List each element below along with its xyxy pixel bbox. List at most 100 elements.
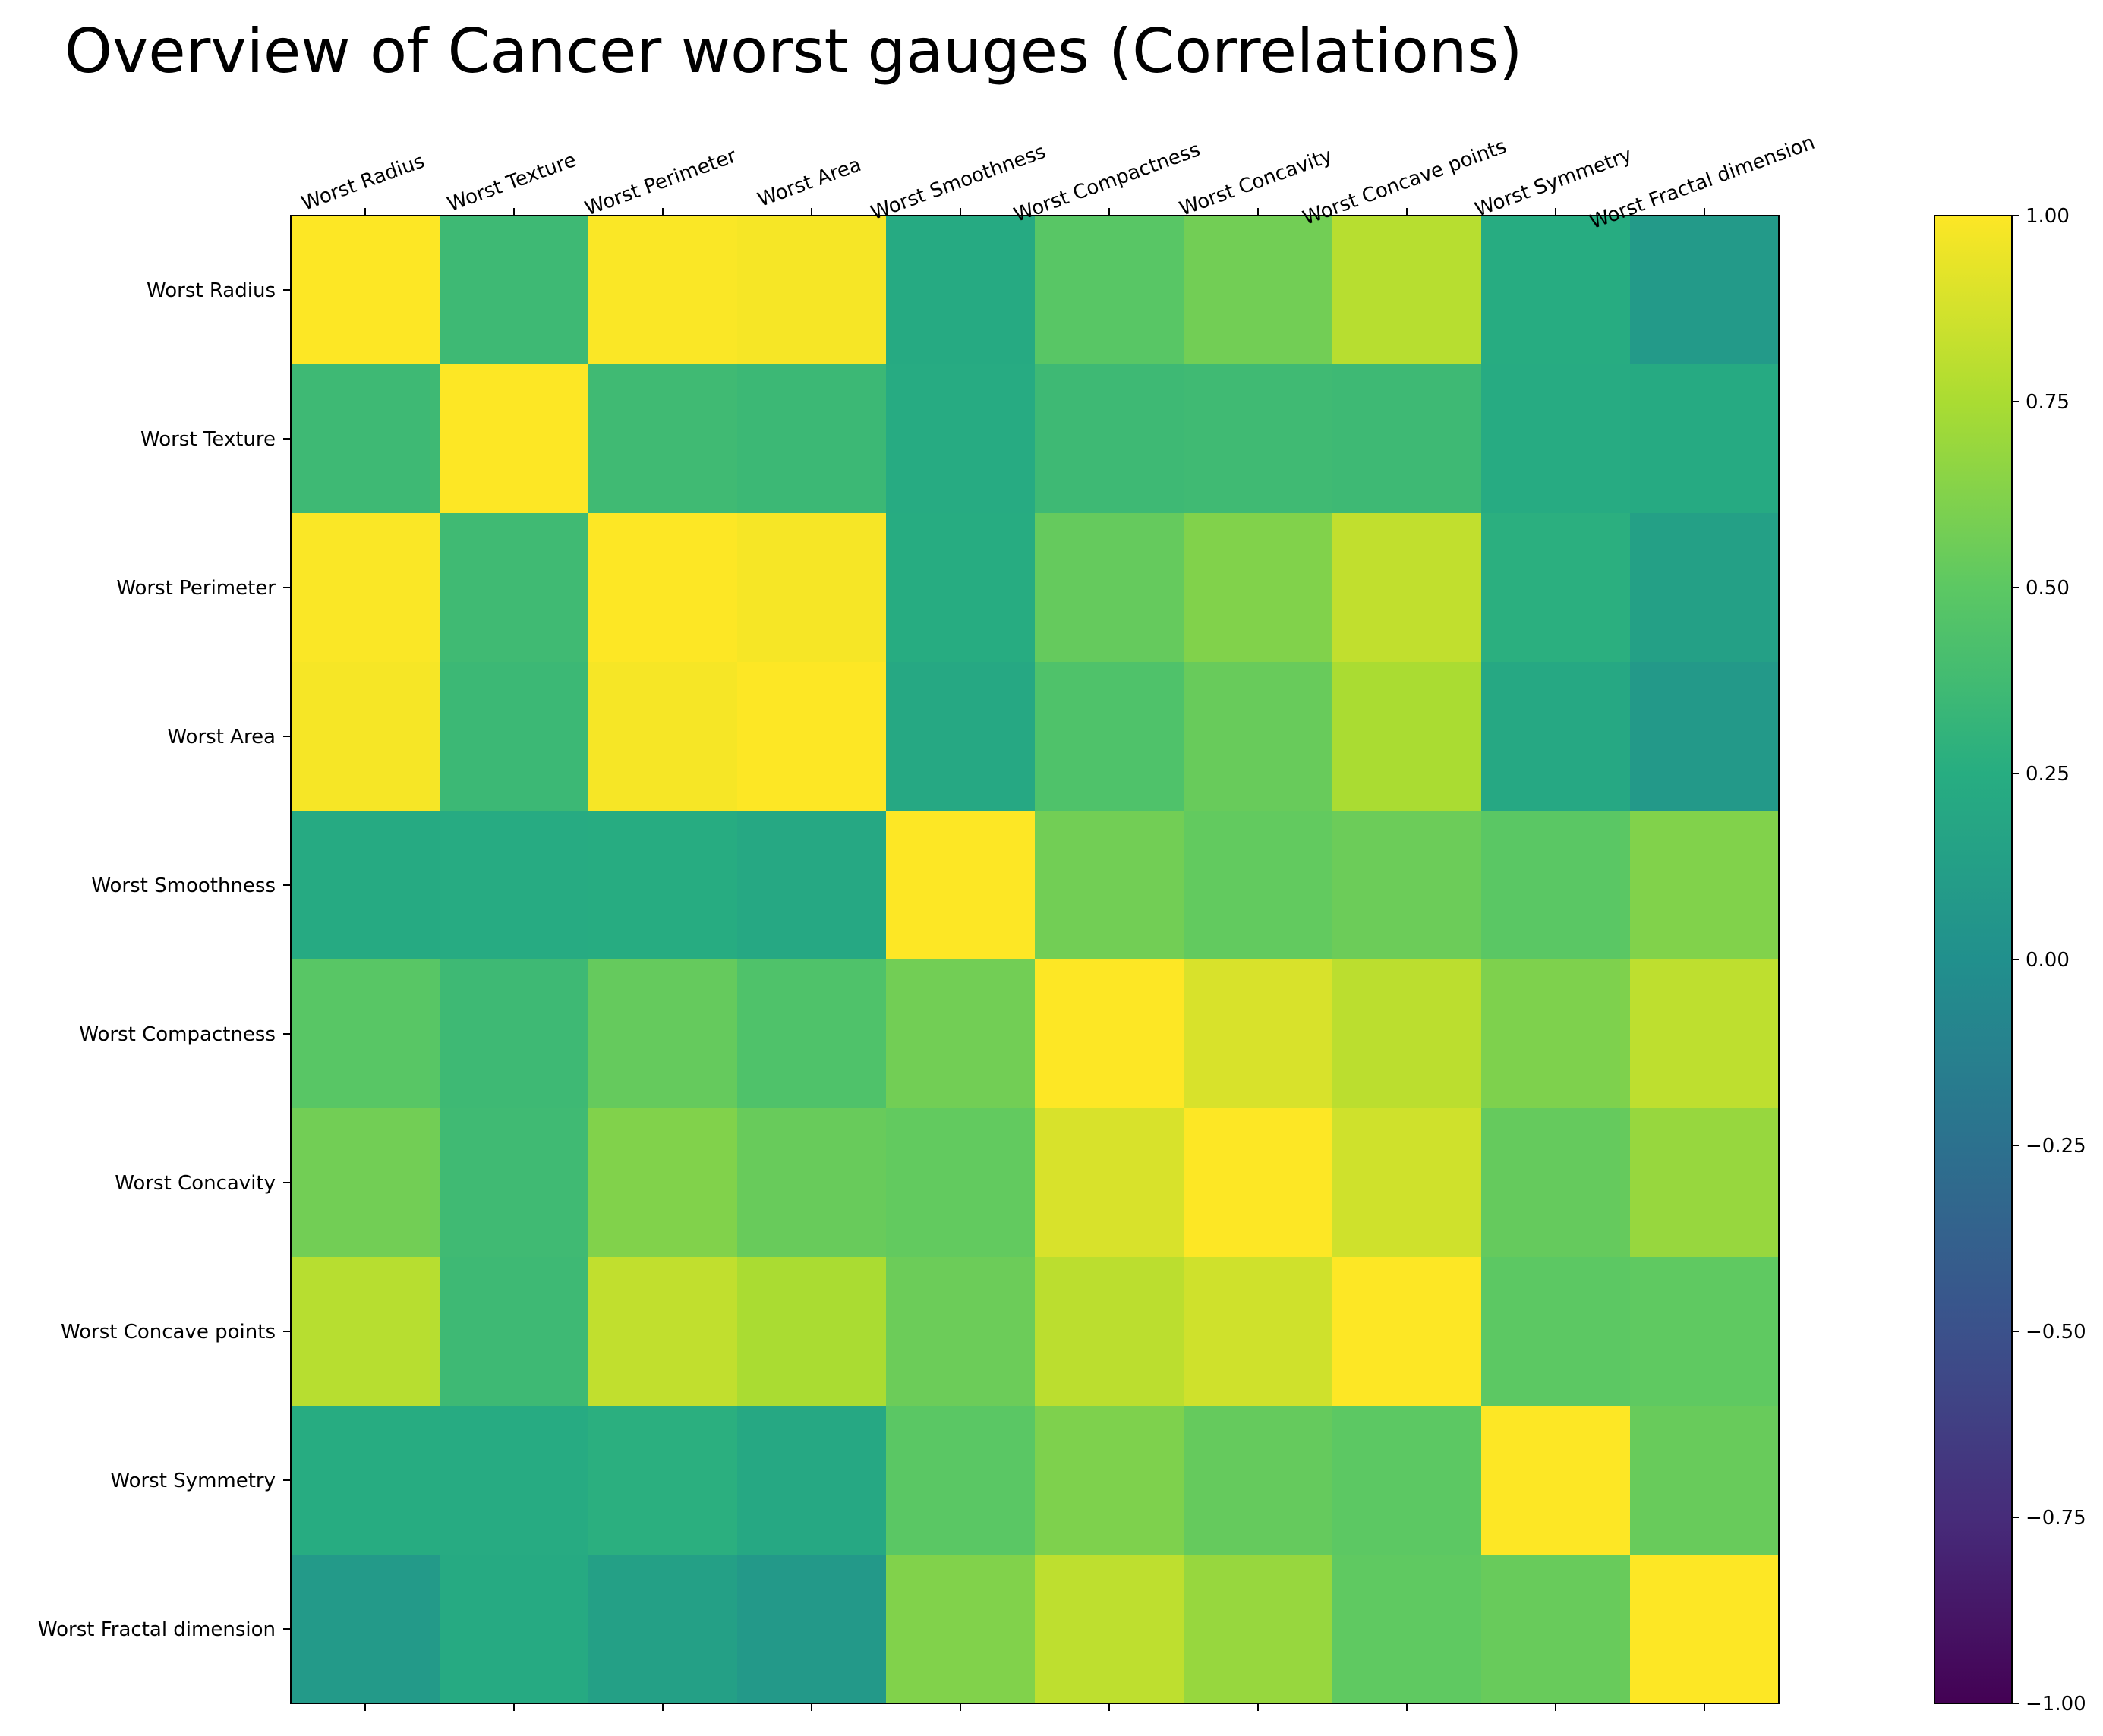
heatmap-cell xyxy=(291,364,440,514)
y-tick-label: Worst Radius xyxy=(147,279,276,302)
heatmap-cell xyxy=(588,1257,738,1407)
heatmap-cell xyxy=(440,1555,589,1704)
heatmap-cell xyxy=(1184,1108,1333,1258)
colorbar-tick-label: 0.50 xyxy=(2026,577,2070,600)
heatmap-cell xyxy=(886,1555,1036,1704)
heatmap-cell xyxy=(1184,1257,1333,1407)
heatmap-cell xyxy=(1035,662,1184,811)
heatmap-cell xyxy=(440,364,589,514)
heatmap-cell xyxy=(886,216,1036,365)
heatmap-cell xyxy=(1332,1108,1482,1258)
heatmap-cell xyxy=(1184,364,1333,514)
heatmap-cell xyxy=(1630,959,1780,1109)
heatmap-cell xyxy=(1481,662,1631,811)
heatmap-cell xyxy=(291,811,440,960)
heatmap-cell xyxy=(1630,1555,1780,1704)
heatmap-cell xyxy=(440,811,589,960)
colorbar-gradient xyxy=(1934,215,2013,1704)
colorbar-tick-label: 0.25 xyxy=(2026,763,2070,786)
heatmap-cell xyxy=(1332,513,1482,663)
plot-frame xyxy=(290,215,1780,1704)
x-tick-label: Worst Perimeter xyxy=(582,144,740,220)
heatmap-cell xyxy=(1184,959,1333,1109)
heatmap-cell xyxy=(1630,364,1780,514)
y-tick-label: Worst Compactness xyxy=(79,1023,276,1046)
heatmap-cell xyxy=(1035,216,1184,365)
heatmap-cell xyxy=(1035,1257,1184,1407)
heatmap-cell xyxy=(1481,1257,1631,1407)
heatmap-cell xyxy=(1630,1406,1780,1555)
heatmap-cell xyxy=(1332,811,1482,960)
heatmap-cell xyxy=(440,1257,589,1407)
heatmap-cell xyxy=(1630,811,1780,960)
heatmap-cell xyxy=(737,959,887,1109)
heatmap-cell xyxy=(291,1257,440,1407)
heatmap-cell xyxy=(1332,216,1482,365)
heatmap-cell xyxy=(1332,364,1482,514)
colorbar-tick-label: 0.00 xyxy=(2026,949,2070,972)
heatmap-cell xyxy=(291,662,440,811)
heatmap-cell xyxy=(1184,1406,1333,1555)
heatmap-cell xyxy=(886,662,1036,811)
heatmap-cell xyxy=(1481,1406,1631,1555)
heatmap-cell xyxy=(1630,662,1780,811)
heatmap-cell xyxy=(737,364,887,514)
heatmap-cell xyxy=(886,1406,1036,1555)
heatmap-cell xyxy=(1184,811,1333,960)
heatmap-cell xyxy=(1481,1555,1631,1704)
heatmap-cell xyxy=(588,513,738,663)
heatmap-cell xyxy=(291,1108,440,1258)
heatmap-cell xyxy=(1332,959,1482,1109)
heatmap-cell xyxy=(1481,513,1631,663)
heatmap-cell xyxy=(1035,513,1184,663)
heatmap-cell xyxy=(886,513,1036,663)
heatmap-cell xyxy=(1035,811,1184,960)
colorbar: 1.00 0.75 0.50 0.25 0.00 −0.25 −0.50 −0.75 −1.00 xyxy=(1934,205,2086,1716)
colorbar-tick-label: −0.50 xyxy=(2026,1321,2086,1344)
heatmap-cell xyxy=(588,811,738,960)
heatmap-cell xyxy=(1035,364,1184,514)
y-tick-label: Worst Smoothness xyxy=(91,874,276,897)
heatmap-cell xyxy=(588,1108,738,1258)
heatmap-cell xyxy=(737,1257,887,1407)
colorbar-tick-label: −0.75 xyxy=(2026,1507,2086,1530)
colorbar-tick-label: 1.00 xyxy=(2026,205,2070,228)
heatmap-cell xyxy=(1332,1555,1482,1704)
heatmap-cell xyxy=(440,513,589,663)
heatmap-cell xyxy=(1035,1406,1184,1555)
heatmap-cell xyxy=(1035,1108,1184,1258)
y-tick-label: Worst Perimeter xyxy=(116,577,276,600)
heatmap-cell xyxy=(1630,1257,1780,1407)
heatmap-cell xyxy=(588,662,738,811)
y-tick-label: Worst Symmetry xyxy=(110,1470,276,1492)
heatmap-cell xyxy=(588,364,738,514)
heatmap-cell xyxy=(886,1257,1036,1407)
heatmap-cell xyxy=(886,1108,1036,1258)
heatmap-cell xyxy=(886,959,1036,1109)
heatmap-cell xyxy=(737,1108,887,1258)
heatmap-cell xyxy=(291,1406,440,1555)
x-tick-label: Worst Area xyxy=(755,153,864,212)
heatmap-cell xyxy=(1332,662,1482,811)
chart-title: Overview of Cancer worst gauges (Correla… xyxy=(65,16,1522,87)
heatmap-cell xyxy=(291,216,440,365)
heatmap-cell xyxy=(1630,1108,1780,1258)
colorbar-tick-label: −0.25 xyxy=(2026,1135,2086,1158)
heatmap-cell xyxy=(737,513,887,663)
heatmap-cell xyxy=(1481,364,1631,514)
heatmap-cell xyxy=(588,1406,738,1555)
y-tick-label: Worst Concave points xyxy=(61,1321,276,1344)
heatmap-cell xyxy=(440,1108,589,1258)
y-tick-label: Worst Fractal dimension xyxy=(38,1618,276,1641)
heatmap-cell xyxy=(588,959,738,1109)
heatmap-cell xyxy=(1035,1555,1184,1704)
heatmap-cell xyxy=(1184,216,1333,365)
colorbar-tick-label: −1.00 xyxy=(2026,1693,2086,1716)
heatmap-cell xyxy=(886,364,1036,514)
heatmap-cell xyxy=(291,1555,440,1704)
colorbar-tick-label: 0.75 xyxy=(2026,391,2070,414)
y-tick-label: Worst Area xyxy=(167,726,276,748)
heatmap-cell xyxy=(1184,513,1333,663)
